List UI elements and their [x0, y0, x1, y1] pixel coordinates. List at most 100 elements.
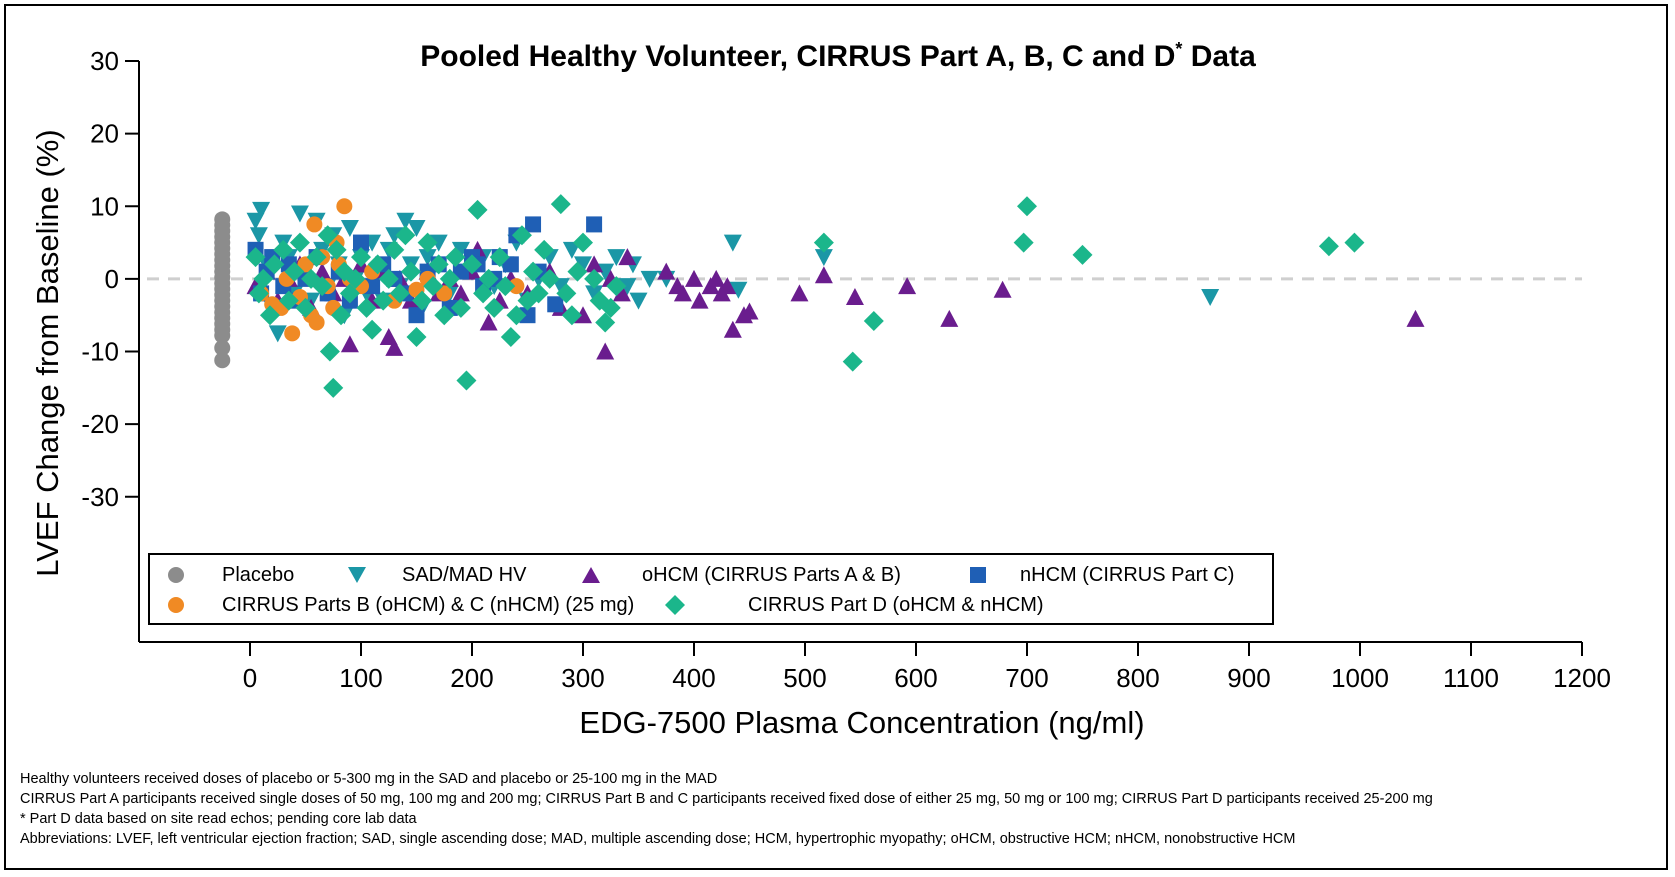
point-cirrus-parts-b-ohcm-c-nhcm-25-mg	[308, 314, 325, 331]
point-ohcm-cirrus-parts-a-b	[612, 284, 631, 302]
legend: Placebo SAD/MAD HV oHCM (CIRRUS Parts A …	[148, 553, 1274, 625]
point-nhcm-cirrus-part-c	[586, 216, 603, 233]
point-cirrus-part-d-ohcm-nhcm	[462, 254, 482, 275]
point-cirrus-part-d-ohcm-nhcm	[339, 283, 360, 304]
point-cirrus-part-d-ohcm-nhcm	[595, 312, 616, 333]
point-cirrus-part-d-ohcm-nhcm	[331, 305, 352, 326]
point-placebo	[214, 339, 231, 356]
point-cirrus-part-d-ohcm-nhcm	[561, 305, 582, 326]
footnote-part-d: * Part D data based on site read echos; …	[20, 811, 417, 827]
point-sad-mad-hv	[551, 278, 570, 296]
footnote-healthy-volunteers: Healthy volunteers received doses of pla…	[20, 771, 718, 787]
point-sad-mad-hv	[574, 256, 592, 274]
point-cirrus-part-d-ohcm-nhcm	[326, 239, 347, 260]
point-cirrus-part-d-ohcm-nhcm	[319, 341, 340, 362]
point-ohcm-cirrus-parts-a-b	[574, 306, 592, 324]
point-cirrus-part-d-ohcm-nhcm	[367, 254, 388, 275]
point-cirrus-part-d-ohcm-nhcm	[378, 268, 399, 289]
point-cirrus-part-d-ohcm-nhcm	[417, 232, 438, 253]
point-sad-mad-hv	[252, 201, 271, 219]
title-suffix: Data	[1182, 40, 1256, 73]
legend-symbol-cirrus-d	[665, 595, 685, 615]
x-tick-label: 0	[243, 663, 257, 693]
y-tick-label: 20	[90, 119, 119, 149]
point-cirrus-part-d-ohcm-nhcm	[813, 232, 834, 253]
point-sad-mad-hv	[640, 270, 659, 288]
point-ohcm-cirrus-parts-a-b	[585, 255, 604, 273]
x-tick-label: 800	[1116, 663, 1159, 693]
y-axis-label: LVEF Change from Baseline (%)	[30, 129, 65, 576]
point-cirrus-part-d-ohcm-nhcm	[423, 276, 444, 297]
point-nhcm-cirrus-part-c	[547, 296, 564, 313]
point-ohcm-cirrus-parts-a-b	[313, 262, 332, 280]
point-sad-mad-hv	[814, 249, 833, 267]
x-tick-label: 900	[1227, 663, 1270, 693]
point-ohcm-cirrus-parts-a-b	[685, 269, 703, 287]
legend-label-sad-mad: SAD/MAD HV	[402, 564, 527, 586]
point-sad-mad-hv	[723, 234, 742, 252]
legend-symbol-ohcm	[582, 567, 600, 583]
point-cirrus-part-d-ohcm-nhcm	[1013, 232, 1034, 253]
point-cirrus-part-d-ohcm-nhcm	[295, 297, 316, 318]
point-ohcm-cirrus-parts-a-b	[618, 248, 637, 266]
x-axis-label: EDG-7500 Plasma Concentration (ng/ml)	[579, 705, 1144, 740]
point-nhcm-cirrus-part-c	[452, 263, 469, 280]
point-cirrus-part-d-ohcm-nhcm	[528, 283, 549, 304]
point-cirrus-part-d-ohcm-nhcm	[373, 290, 394, 311]
point-placebo	[214, 352, 231, 369]
point-cirrus-part-d-ohcm-nhcm	[484, 297, 505, 318]
point-cirrus-part-d-ohcm-nhcm	[356, 297, 377, 318]
point-cirrus-part-d-ohcm-nhcm	[264, 254, 285, 275]
point-cirrus-part-d-ohcm-nhcm	[384, 239, 405, 260]
point-cirrus-part-d-ohcm-nhcm	[395, 225, 416, 246]
point-cirrus-part-d-ohcm-nhcm	[253, 268, 274, 289]
point-cirrus-part-d-ohcm-nhcm	[278, 290, 299, 311]
point-ohcm-cirrus-parts-a-b	[723, 320, 742, 338]
point-sad-mad-hv	[562, 241, 581, 259]
y-tick-label: 0	[105, 264, 119, 294]
y-tick-label: -30	[81, 482, 119, 512]
point-ohcm-cirrus-parts-a-b	[718, 277, 737, 295]
point-cirrus-part-d-ohcm-nhcm	[428, 254, 449, 275]
point-cirrus-part-d-ohcm-nhcm	[345, 268, 366, 289]
point-cirrus-parts-b-ohcm-c-nhcm-25-mg	[336, 198, 353, 215]
data-points	[214, 194, 1425, 398]
point-cirrus-part-d-ohcm-nhcm	[445, 247, 466, 268]
point-sad-mad-hv	[607, 249, 626, 267]
point-cirrus-parts-b-ohcm-c-nhcm-25-mg	[436, 285, 453, 302]
legend-symbol-nhcm	[970, 567, 986, 583]
x-tick-label: 500	[783, 663, 826, 693]
point-cirrus-part-d-ohcm-nhcm	[573, 232, 593, 253]
point-ohcm-cirrus-parts-a-b	[596, 342, 615, 360]
point-cirrus-part-d-ohcm-nhcm	[362, 319, 383, 340]
point-ohcm-cirrus-parts-a-b	[814, 266, 833, 284]
point-cirrus-part-d-ohcm-nhcm	[1017, 196, 1037, 217]
point-ohcm-cirrus-parts-a-b	[707, 269, 726, 287]
point-cirrus-part-d-ohcm-nhcm	[400, 261, 421, 282]
point-cirrus-part-d-ohcm-nhcm	[273, 239, 294, 260]
point-sad-mad-hv	[429, 234, 448, 252]
point-cirrus-part-d-ohcm-nhcm	[289, 232, 310, 253]
point-cirrus-part-d-ohcm-nhcm	[259, 305, 280, 326]
legend-label-placebo: Placebo	[222, 564, 295, 586]
point-sad-mad-hv	[268, 325, 287, 343]
point-cirrus-part-d-ohcm-nhcm	[306, 247, 327, 268]
point-sad-mad-hv	[385, 227, 404, 245]
point-cirrus-part-d-ohcm-nhcm	[511, 225, 532, 246]
legend-label-ohcm: oHCM (CIRRUS Parts A & B)	[642, 564, 901, 586]
point-placebo	[214, 327, 231, 344]
point-ohcm-cirrus-parts-a-b	[340, 335, 359, 353]
footnote-cirrus-doses: CIRRUS Part A participants received sing…	[20, 791, 1433, 807]
point-nhcm-cirrus-part-c	[408, 307, 425, 324]
point-sad-mad-hv	[629, 292, 648, 310]
point-sad-mad-hv	[407, 220, 426, 238]
point-nhcm-cirrus-part-c	[364, 278, 381, 295]
point-cirrus-part-d-ohcm-nhcm	[351, 247, 371, 268]
point-cirrus-part-d-ohcm-nhcm	[439, 268, 460, 289]
point-sad-mad-hv	[1201, 289, 1220, 307]
x-tick-label: 1100	[1443, 663, 1499, 693]
point-cirrus-part-d-ohcm-nhcm	[1318, 236, 1339, 257]
point-sad-mad-hv	[396, 212, 415, 230]
